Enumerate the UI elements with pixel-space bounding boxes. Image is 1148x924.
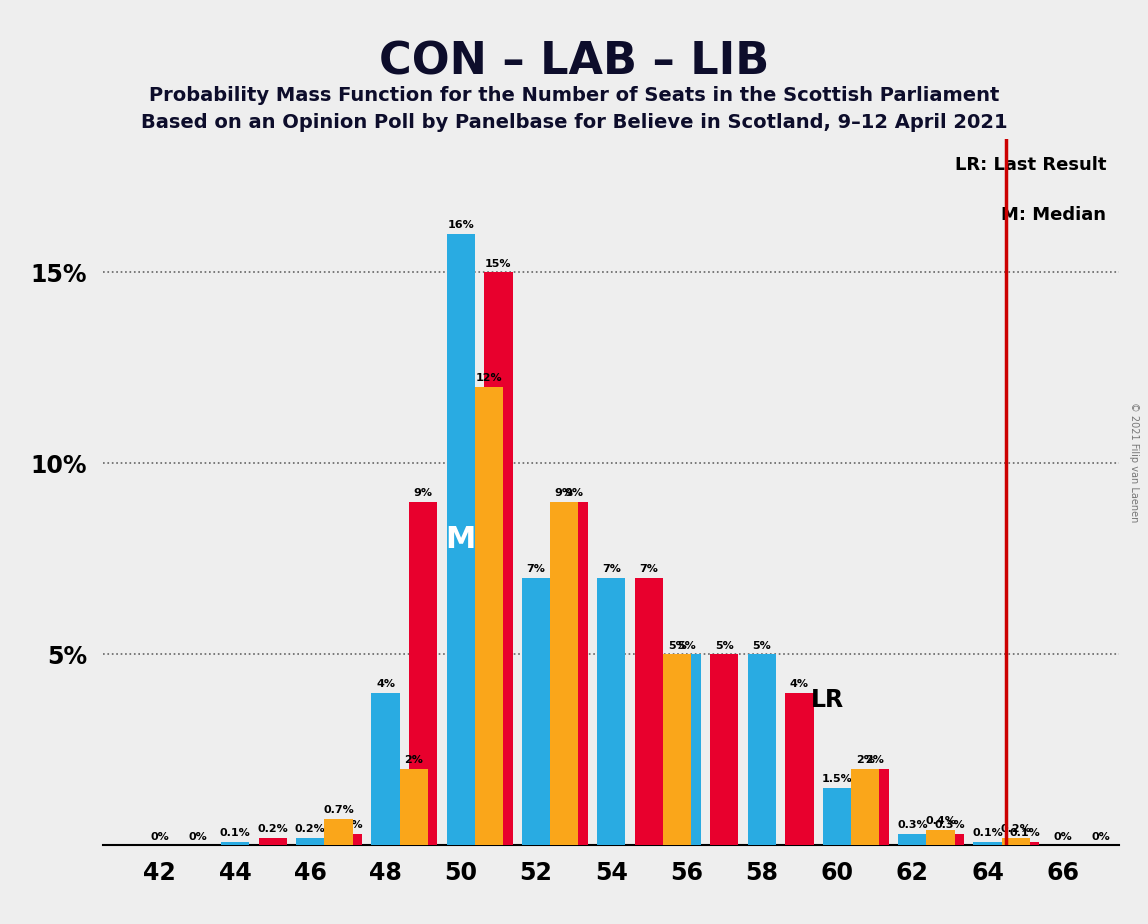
Text: 15%: 15% [486,259,512,269]
Text: LR: LR [810,688,844,712]
Bar [550,502,579,845]
Text: 0%: 0% [188,832,207,842]
Text: M: Median: M: Median [1001,206,1106,224]
Text: 0.7%: 0.7% [323,805,354,815]
Bar [823,788,851,845]
Text: 16%: 16% [448,220,474,230]
Text: 9%: 9% [413,488,433,498]
Bar [664,654,691,845]
Text: 2%: 2% [856,755,875,765]
Bar [447,234,475,845]
Text: 7%: 7% [639,565,658,574]
Text: 0%: 0% [1054,832,1072,842]
Bar [1011,842,1039,845]
Text: 4%: 4% [377,679,395,688]
Text: 0%: 0% [150,832,169,842]
Bar [522,578,550,845]
Text: 0.2%: 0.2% [1000,824,1031,834]
Bar [974,842,1002,845]
Bar [747,654,776,845]
Text: Probability Mass Function for the Number of Seats in the Scottish Parliament: Probability Mass Function for the Number… [149,86,999,105]
Text: M: M [445,525,476,554]
Text: 0.1%: 0.1% [219,828,250,838]
Bar [325,819,352,845]
Bar [400,769,428,845]
Bar [851,769,879,845]
Bar [673,654,700,845]
Text: 0.3%: 0.3% [934,821,965,830]
Text: 12%: 12% [475,373,503,383]
Text: 0.2%: 0.2% [257,824,288,834]
Text: 2%: 2% [866,755,884,765]
Text: 9%: 9% [564,488,583,498]
Bar [711,654,738,845]
Text: 0.2%: 0.2% [295,824,326,834]
Text: 4%: 4% [790,679,809,688]
Bar [597,578,626,845]
Bar [861,769,889,845]
Bar [220,842,249,845]
Bar [334,834,362,845]
Bar [475,387,503,845]
Text: 0.3%: 0.3% [897,821,928,830]
Text: 0.1%: 0.1% [1010,828,1040,838]
Text: LR: Last Result: LR: Last Result [955,156,1106,175]
Bar [409,502,437,845]
Text: 9%: 9% [554,488,574,498]
Bar [372,693,400,845]
Bar [785,693,814,845]
Text: © 2021 Filip van Laenen: © 2021 Filip van Laenen [1130,402,1139,522]
Text: 5%: 5% [752,640,771,650]
Text: 5%: 5% [677,640,696,650]
Text: Based on an Opinion Poll by Panelbase for Believe in Scotland, 9–12 April 2021: Based on an Opinion Poll by Panelbase fo… [141,113,1007,132]
Text: 0.4%: 0.4% [925,817,956,826]
Text: 2%: 2% [404,755,424,765]
Bar [635,578,664,845]
Text: 1.5%: 1.5% [822,774,853,784]
Text: 0.1%: 0.1% [972,828,1003,838]
Text: 5%: 5% [715,640,734,650]
Bar [258,838,287,845]
Bar [898,834,926,845]
Text: CON – LAB – LIB: CON – LAB – LIB [379,41,769,84]
Bar [296,838,325,845]
Text: 5%: 5% [668,640,687,650]
Bar [559,502,588,845]
Bar [936,834,964,845]
Text: 7%: 7% [602,565,621,574]
Text: 0%: 0% [1091,832,1110,842]
Bar [1002,838,1030,845]
Bar [484,273,512,845]
Bar [926,830,955,845]
Text: 0.3%: 0.3% [333,821,363,830]
Text: 7%: 7% [527,565,545,574]
